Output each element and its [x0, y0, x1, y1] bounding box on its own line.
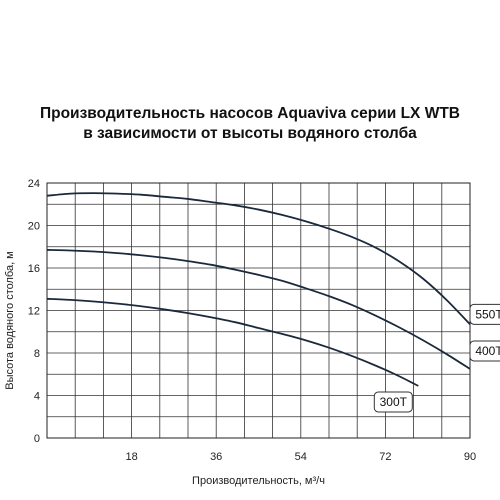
- y-tick-label: 0: [34, 433, 40, 445]
- chart-title-line-2: в зависимости от высоты водяного столба: [83, 125, 417, 142]
- y-axis-label: Высота водяного столба, м: [4, 251, 16, 390]
- y-tick-label: 12: [28, 306, 40, 318]
- series-label-box: [469, 303, 500, 325]
- series-label-550T: 550T: [469, 303, 500, 325]
- series-label-box: [469, 340, 500, 362]
- chart-title-line-1: Производительность насосов Aquaviva сери…: [39, 105, 460, 122]
- series-line-300T: [46, 297, 419, 387]
- x-axis-label: Производительность, м³/ч: [192, 475, 325, 487]
- x-tick-label: 18: [125, 451, 137, 463]
- y-tick-label: 20: [28, 221, 40, 233]
- series-label-box: [373, 391, 413, 413]
- y-tick-label: 24: [28, 178, 40, 190]
- y-tick-label: 4: [34, 391, 40, 403]
- y-tick-label: 8: [34, 348, 40, 360]
- x-tick-label: 36: [210, 451, 222, 463]
- series-label-text: 400T: [475, 344, 500, 358]
- series-label-text: 300T: [380, 395, 408, 409]
- grid: [47, 183, 470, 438]
- series-label-400T: 400T: [469, 340, 500, 362]
- x-tick-label: 72: [379, 451, 391, 463]
- series-label-300T: 300T: [373, 391, 413, 413]
- series-lines: [46, 192, 471, 387]
- x-tick-label: 54: [295, 451, 307, 463]
- series-line-400T: [46, 249, 471, 370]
- axis-ticks: 18 36 54 72 90 0 4 8 12 16 20 24: [28, 178, 476, 463]
- chart-title: Производительность насосов Aquaviva сери…: [0, 104, 500, 144]
- series-line-550T: [46, 192, 471, 325]
- x-tick-label: 90: [464, 451, 476, 463]
- series-labels: 550T 400T 300T: [373, 303, 500, 413]
- y-tick-label: 16: [28, 263, 40, 275]
- series-label-text: 550T: [475, 307, 500, 321]
